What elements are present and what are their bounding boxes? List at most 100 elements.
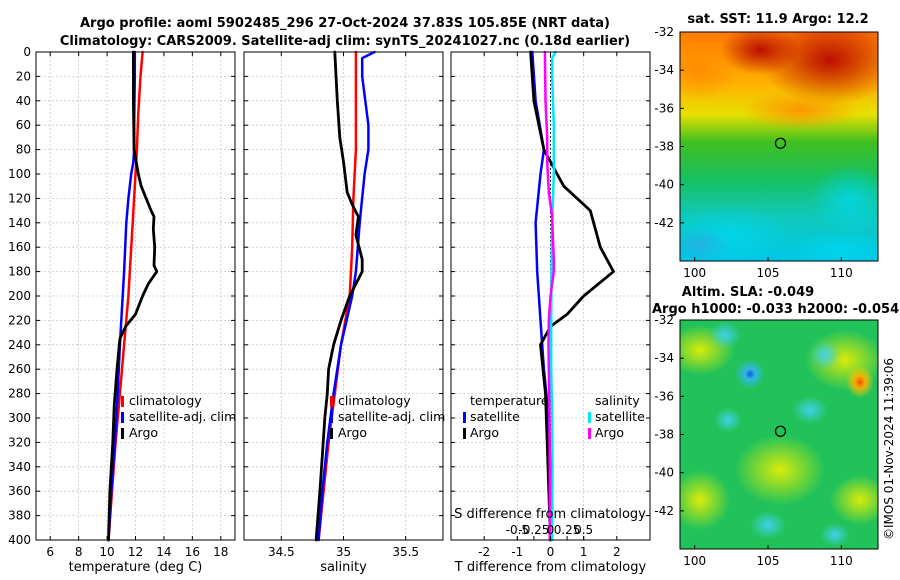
- sst-warm-patch: [720, 32, 800, 75]
- map-lat-tick-label: -42: [654, 504, 674, 518]
- map-lon-tick-label: 110: [830, 554, 853, 568]
- s-difference-tick-label: 0: [547, 523, 555, 537]
- depth-tick-label: 20: [16, 69, 31, 83]
- depth-tick-label: 0: [23, 45, 31, 59]
- difference-xlabel: T difference from climatology: [454, 560, 647, 575]
- depth-tick-label: 100: [8, 167, 31, 181]
- s-difference-tick-label: 0.5: [574, 523, 593, 537]
- sst-map-ticks: -32 -34 -36 -38 -40 -42 100 105 110: [654, 25, 852, 280]
- depth-tick-label: 360: [8, 484, 31, 498]
- x-tick-label: 2: [613, 545, 621, 559]
- difference-legend: temperature salinity satellite Argo sate…: [463, 393, 645, 440]
- x-tick-label: -1: [511, 545, 523, 559]
- sla-yellow-patch: [680, 470, 730, 530]
- salinity-axes-frame: [243, 51, 444, 541]
- sla-cyan-patch: [714, 408, 742, 432]
- series-line-salinity-argo: [543, 50, 556, 542]
- legend-swatch-temp-satellite: [463, 412, 466, 423]
- temperature-axes-frame: [35, 51, 236, 541]
- legend-swatch-argo: [330, 428, 333, 439]
- figure-title-line-1: Argo profile: aoml 5902485_296 27-Oct-20…: [80, 16, 610, 31]
- sla-yellow-patch: [830, 475, 878, 525]
- legend-swatch-climatology: [121, 396, 124, 407]
- legend-label-satellite-adj: satellite-adj. clim: [338, 409, 445, 424]
- map-lon-tick-label: 100: [683, 266, 706, 280]
- depth-tick-label: 60: [16, 118, 31, 132]
- sla-cyan-patch: [709, 321, 741, 349]
- series-line-argo: [314, 50, 364, 542]
- map-lat-tick-label: -40: [654, 178, 674, 192]
- sst-orange-patch: [680, 40, 740, 100]
- legend-label-climatology: climatology: [338, 393, 411, 408]
- map-lat-tick-label: -32: [654, 313, 674, 327]
- map-lat-tick-label: -32: [654, 25, 674, 39]
- legend-label-sal-argo: Argo: [595, 425, 624, 440]
- salinity-legend: climatology satellite-adj. clim Argo: [330, 393, 445, 440]
- depth-tick-label: 180: [8, 265, 31, 279]
- x-tick-label: 0: [547, 545, 555, 559]
- map-lat-tick-label: -36: [654, 389, 674, 403]
- temperature-panel: 6 8 10 12 14 16 18 temperature (deg C): [35, 50, 236, 575]
- depth-tick-label: 120: [8, 191, 31, 205]
- legend-group-temperature: temperature: [470, 393, 549, 408]
- legend-label-temp-argo: Argo: [470, 425, 499, 440]
- sla-cyan-patch: [820, 523, 850, 547]
- sla-map-ticks: -32 -34 -36 -38 -40 -42 100 105 110: [654, 313, 852, 568]
- depth-tick-label: 240: [8, 338, 31, 352]
- legend-swatch-argo: [121, 428, 124, 439]
- legend-swatch-temp-argo: [463, 428, 466, 439]
- map-lat-tick-label: -42: [654, 216, 674, 230]
- map-lat-tick-label: -38: [654, 428, 674, 442]
- legend-swatch-climatology: [330, 396, 333, 407]
- depth-tick-label: 220: [8, 313, 31, 327]
- depth-tick-label: 200: [8, 289, 31, 303]
- x-tick-label: 35.5: [392, 545, 419, 559]
- map-lon-tick-label: 110: [830, 266, 853, 280]
- sst-map: [680, 32, 878, 261]
- sst-argo-location-marker: [774, 137, 787, 149]
- sst-blue-patch: [680, 227, 730, 261]
- sst-orange-patch: [740, 90, 860, 130]
- sla-cyan-patch: [750, 511, 786, 539]
- legend-label-argo: Argo: [338, 425, 367, 440]
- imos-watermark: ©IMOS 01-Nov-2024 11:39:06: [882, 358, 896, 540]
- legend-label-sal-satellite: satellite: [595, 409, 645, 424]
- depth-tick-label: 40: [16, 94, 31, 108]
- depth-tick-label: 160: [8, 240, 31, 254]
- depth-tick-label: 400: [8, 533, 31, 547]
- depth-tick-label: 320: [8, 435, 31, 449]
- sst-map-title: sat. SST: 11.9 Argo: 12.2: [687, 12, 868, 27]
- legend-label-satellite-adj: satellite-adj. clim: [129, 409, 236, 424]
- sst-cyan-patch: [810, 165, 878, 235]
- legend-swatch-sal-satellite: [588, 412, 591, 423]
- sla-yellow-patch: [735, 435, 825, 505]
- x-tick-label: 1: [580, 545, 588, 559]
- figure-title-line-2: Climatology: CARS2009. Satellite-adj cli…: [60, 34, 630, 49]
- x-tick-label: 14: [156, 545, 171, 559]
- depth-tick-label: 280: [8, 387, 31, 401]
- s-difference-tick-label: 0.25: [554, 523, 581, 537]
- salinity-panel: 34.5 35 35.5 salinity: [243, 50, 444, 575]
- depth-axis-labels: 0 20 40 60 80 100 120 140 160 180 200 220 240 260 280 3…: [8, 45, 31, 547]
- depth-tick-label: 340: [8, 460, 31, 474]
- legend-group-salinity: salinity: [595, 393, 640, 408]
- legend-swatch-satellite-adj: [121, 412, 124, 423]
- map-lon-tick-label: 105: [757, 554, 780, 568]
- depth-tick-label: 140: [8, 216, 31, 230]
- temperature-legend: climatology satellite-adj. clim Argo: [121, 393, 236, 440]
- map-lat-tick-label: -40: [654, 466, 674, 480]
- x-tick-label: 16: [185, 545, 200, 559]
- sla-map-title-line-2: Argo h1000: -0.033 h2000: -0.054: [652, 302, 899, 317]
- map-lat-tick-label: -34: [654, 351, 674, 365]
- difference-panel: -2 -1 0 1 2T difference from climatology: [450, 50, 651, 575]
- x-tick-label: 35: [336, 545, 351, 559]
- map-lat-tick-label: -38: [654, 140, 674, 154]
- sla-map: [680, 320, 878, 549]
- depth-tick-label: 380: [8, 509, 31, 523]
- s-difference-label: S difference from climatology: [454, 507, 646, 522]
- legend-label-temp-satellite: satellite: [470, 409, 520, 424]
- x-tick-label: 18: [213, 545, 228, 559]
- s-difference-tick-label: -0.25: [518, 523, 549, 537]
- legend-label-argo: Argo: [129, 425, 158, 440]
